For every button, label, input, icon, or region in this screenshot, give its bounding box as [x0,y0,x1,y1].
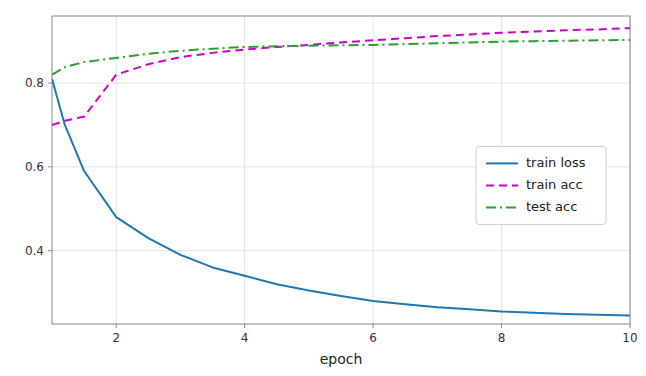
x-tick-label: 4 [241,331,249,345]
y-tick-label: 0.4 [25,244,44,258]
x-tick [501,324,502,328]
x-tick-label: 8 [498,331,506,345]
legend-swatch [486,206,518,208]
chart: 2468100.40.60.8epochtrain losstrain acct… [0,0,646,376]
legend: train loss train acc test acc [476,146,606,224]
y-grid-line [52,83,630,84]
legend-label: train loss [526,155,586,170]
y-grid-line [52,250,630,251]
x-tick [630,324,631,328]
x-axis-label: epoch [320,351,363,367]
x-grid-line [373,16,374,324]
series-line [52,79,630,316]
series-line [52,40,630,75]
x-tick-label: 6 [369,331,377,345]
plot-frame [52,16,630,324]
y-tick [48,83,52,84]
legend-label: test acc [526,199,577,214]
axes: 2 4 6 8 10 0.4 0.6 0.8 [25,76,638,345]
y-tick [48,250,52,251]
y-tick [48,166,52,167]
x-tick [116,324,117,328]
y-tick-label: 0.6 [25,160,44,174]
y-tick-label: 0.8 [25,76,44,90]
x-tick [244,324,245,328]
legend-swatch [486,184,518,186]
series-line [52,28,630,125]
x-grid-line [116,16,117,324]
x-tick [373,324,374,328]
x-grid-line [244,16,245,324]
legend-swatch [486,162,518,164]
x-tick-label: 2 [112,331,120,345]
grid [52,16,630,324]
x-tick-label: 10 [622,331,637,345]
legend-box [476,146,606,224]
legend-label: train acc [526,177,583,192]
lines [52,28,630,315]
